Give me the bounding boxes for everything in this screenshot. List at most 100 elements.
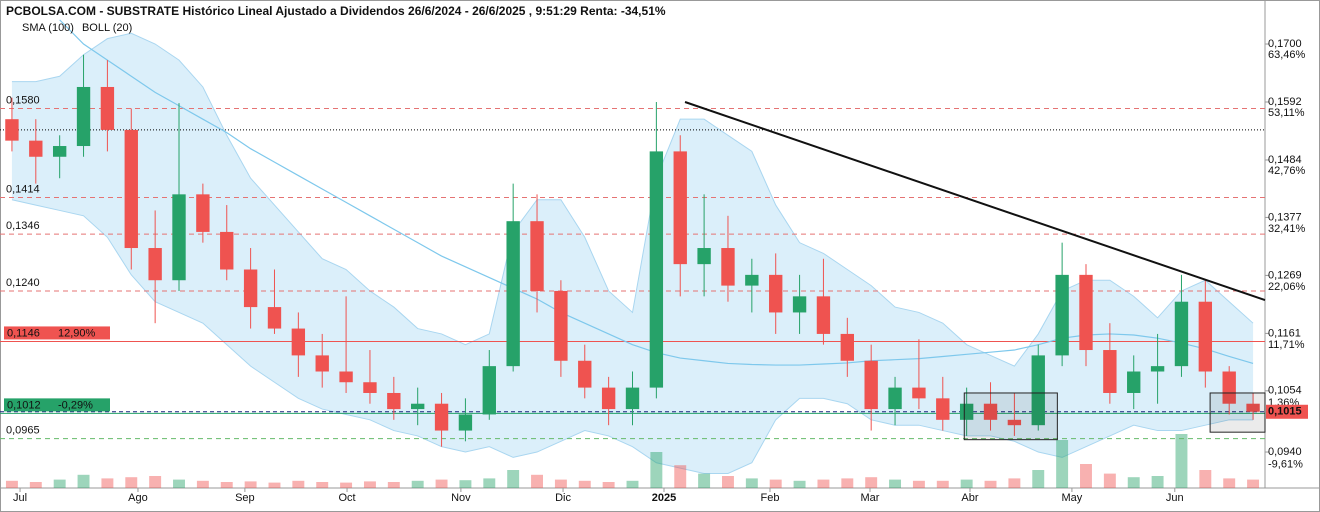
volume-bar [340, 482, 353, 488]
volume-bar [125, 477, 138, 488]
y2-tick-label: 11,71% [1268, 339, 1305, 351]
level-label: 0,1580 [6, 94, 40, 106]
candle-body [52, 146, 67, 157]
candle-body [148, 248, 162, 281]
volume-bar [435, 479, 448, 488]
candle-body [1174, 301, 1189, 367]
volume-bar [1056, 440, 1069, 488]
volume-bar [793, 480, 806, 488]
candle-body [5, 119, 19, 141]
x-tick-label: Dic [555, 492, 571, 504]
candle-body [1031, 355, 1045, 426]
candle-body [792, 296, 807, 313]
y-tick-label: 0,1269 [1268, 269, 1302, 281]
volume-bar [554, 479, 567, 488]
y-tick-label: 0,1161 [1268, 327, 1301, 339]
volume-bar [960, 479, 973, 488]
volume-bar [1223, 478, 1236, 488]
candle-body [267, 307, 282, 329]
x-tick-label: Sep [235, 492, 255, 504]
candle-body [697, 248, 711, 265]
candle-body [339, 371, 353, 383]
volume-bar [865, 477, 878, 488]
candle-body [983, 403, 998, 420]
volume-bar [316, 482, 329, 488]
volume-bar [220, 482, 233, 488]
candle-body [1079, 274, 1093, 351]
candle-body [673, 151, 687, 265]
y2-tick-label: 53,11% [1268, 107, 1305, 119]
badge [4, 326, 110, 340]
x-tick-label: Oct [338, 492, 355, 504]
volume-bar [77, 474, 90, 488]
y-tick-label: 0,1592 [1268, 96, 1302, 108]
x-tick-label: 2025 [652, 492, 676, 504]
volume-bar [149, 476, 162, 488]
candle-body [506, 221, 520, 367]
candle-body [530, 221, 544, 291]
volume-bar [1032, 470, 1045, 488]
candle-body [649, 151, 664, 388]
candle-body [625, 387, 640, 410]
candle-body [1055, 274, 1069, 356]
volume-bar [578, 480, 591, 488]
volume-bar [531, 474, 543, 488]
volume-bar [363, 481, 376, 488]
candle-body [387, 392, 401, 410]
volume-bar [292, 480, 305, 488]
volume-bar [698, 473, 711, 488]
candle-body [1222, 371, 1236, 404]
volume-bar [1151, 476, 1164, 488]
candle-body [196, 194, 210, 232]
volume-bar [889, 479, 902, 488]
level-label: 0,1414 [6, 183, 40, 195]
volume-bar [1127, 477, 1140, 488]
volume-bar [101, 478, 114, 488]
legend-entry: SMA (100) [22, 22, 74, 34]
y2-tick-label: 42,76% [1268, 165, 1306, 177]
y2-tick-label: 63,46% [1268, 49, 1306, 61]
candle-body [840, 333, 854, 361]
candle-body [721, 248, 735, 286]
volume-bar [936, 480, 949, 488]
volume-bar [411, 480, 424, 488]
candle-body [769, 274, 783, 313]
candle-body [411, 403, 425, 410]
y-tick-label: 0,1377 [1268, 211, 1302, 223]
volume-bar [196, 480, 209, 488]
level-label: 0,0965 [6, 425, 40, 437]
volume-bar [769, 479, 782, 488]
range-box [963, 392, 1058, 441]
candle-body [220, 231, 234, 270]
range-box [1209, 392, 1266, 433]
x-tick-label: Nov [451, 492, 471, 504]
y-tick-label: 0,0940 [1268, 446, 1302, 458]
x-tick-label: Ago [128, 492, 148, 504]
candle-body [601, 387, 616, 410]
candle-body [315, 355, 329, 372]
candle-body [1007, 419, 1022, 426]
legend-entry: BOLL (20) [82, 22, 132, 34]
volume-bar [173, 479, 185, 488]
volume-bar [244, 481, 257, 488]
y2-tick-label: -9,61% [1268, 458, 1303, 470]
candle-body [554, 290, 568, 361]
volume-bar [1199, 470, 1212, 488]
candle-body [816, 296, 831, 334]
candle-body [363, 382, 377, 393]
candle-body [76, 86, 91, 147]
candle-body [1127, 371, 1141, 393]
x-tick-label: Jul [13, 492, 27, 504]
volume-bar [722, 476, 734, 488]
y2-tick-label: 22,06% [1268, 281, 1306, 293]
volume-bar [483, 478, 496, 488]
volume-bar [1175, 434, 1188, 488]
candle-body [936, 398, 950, 420]
x-tick-label: Jun [1166, 492, 1184, 504]
y2-tick-label: 32,41% [1268, 223, 1306, 235]
candle-body [124, 129, 138, 249]
candle-body [100, 86, 115, 130]
candle-body [912, 387, 926, 399]
